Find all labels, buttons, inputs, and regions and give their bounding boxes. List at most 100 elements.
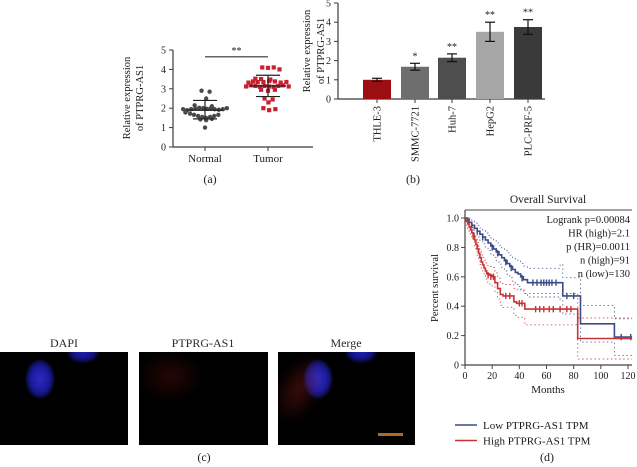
- b-bar-smmc-7721: [401, 66, 429, 99]
- a-tumor-point: [286, 84, 291, 89]
- d-confidence-band: [465, 217, 633, 319]
- a-tumor-point: [278, 80, 283, 85]
- d-annotation: Logrank p=0.00084: [547, 215, 631, 226]
- a-tumor-point: [253, 76, 258, 81]
- b-x-category-label: SMMC-7721: [411, 106, 422, 162]
- d-x-tick-label: 40: [514, 371, 524, 382]
- a-normal-point: [183, 110, 188, 115]
- a-tumor-point: [284, 79, 289, 85]
- b-x-category-label: HepG2: [486, 106, 497, 136]
- scale-bar: [378, 433, 403, 436]
- a-tumor-point: [266, 100, 271, 105]
- a-tumor-point: [260, 65, 265, 70]
- a-tumor-point: [255, 79, 260, 85]
- a-normal-point: [195, 113, 201, 119]
- b-y-tick-label: 1: [326, 75, 331, 86]
- a-y-tick-label: 5: [161, 46, 166, 57]
- d-annotation: p (HR)=0.0011: [566, 242, 630, 253]
- b-y-tick-label: 5: [326, 0, 331, 10]
- a-normal-point: [202, 125, 208, 130]
- b-x-category-label: THLE-3: [373, 106, 384, 142]
- a-tumor-point: [262, 96, 267, 101]
- d-x-tick-label: 20: [487, 371, 497, 382]
- a-tumor-point: [257, 84, 263, 89]
- a-normal-point: [200, 106, 206, 111]
- a-tumor-point: [265, 65, 271, 70]
- panel-a-scatter-chart: 0 1 2 3 4 5 Relative expression of PTPRG-AS1 Nor…: [100, 25, 315, 190]
- a-tumor-point: [261, 79, 266, 85]
- d-y-tick-label: 0.8: [447, 243, 460, 254]
- a-x-category-label: Normal: [188, 153, 222, 165]
- d-x-tick-label: 80: [569, 371, 579, 382]
- a-tumor-point: [246, 80, 251, 85]
- micro-image-ptprg-as1: [139, 352, 268, 445]
- a-x-category-label: Tumor: [253, 153, 283, 165]
- d-confidence-band: [465, 217, 633, 320]
- d-annotation: n (low)=130: [578, 269, 630, 280]
- a-y-axis-label: Relative expression of PTPRG-AS1: [122, 56, 146, 139]
- a-y-tick-label: 4: [161, 65, 166, 76]
- panel-b-caption: (b): [406, 172, 420, 186]
- micro-image-dapi: [0, 352, 128, 445]
- merge-nucleus-blob: [304, 360, 332, 398]
- d-x-tick-label: 0: [463, 371, 468, 382]
- micro-label-dapi: DAPI: [49, 336, 78, 350]
- d-title: Overall Survival: [510, 194, 586, 206]
- panel-a-caption: (a): [203, 172, 217, 186]
- b-x-category-label: PLC-PRF-5: [524, 106, 535, 156]
- b-x-category-label: Huh-7: [448, 106, 459, 133]
- dapi-nucleus-blob: [26, 360, 54, 398]
- a-tumor-point: [271, 65, 276, 70]
- d-legend-label: High PTPRG-AS1 TPM: [483, 435, 591, 447]
- ptprg-faint-red-signal: [139, 352, 201, 400]
- km-plot-svg: Overall Survival 0 0.2 0.4 0.6 0.8 1.0 0 20 40 60 8…: [430, 194, 635, 447]
- b-y-tick-label: 4: [326, 18, 331, 29]
- a-normal-point: [203, 96, 209, 101]
- a-normal-point: [207, 89, 212, 94]
- a-tumor-point: [272, 79, 277, 84]
- bar-chart-svg: 0 1 2 3 4 5 Relative expression of PTPRG-AS1 THL…: [302, 0, 545, 162]
- a-normal-point: [187, 111, 193, 116]
- panel-c-caption: (c): [197, 450, 211, 464]
- panel-d-caption: (d): [540, 450, 554, 464]
- a-y-tick-label: 1: [161, 123, 166, 134]
- a-normal-point: [191, 112, 197, 117]
- b-significance-label: **: [485, 10, 495, 21]
- b-y-axis-label: of PTPRG-AS1: [316, 18, 327, 84]
- a-tumor-point: [272, 87, 277, 92]
- a-normal-point: [199, 88, 204, 93]
- scatter-plot-svg: 0 1 2 3 4 5 Relative expression of PTPRG-AS1 Nor…: [122, 46, 313, 165]
- a-normal-point: [224, 106, 230, 111]
- a-y-tick-label: 0: [161, 143, 166, 154]
- d-y-axis-label: Percent survival: [430, 254, 441, 322]
- a-normal-point: [197, 105, 202, 111]
- a-normal-point: [180, 106, 186, 112]
- a-tumor-point: [259, 87, 264, 92]
- b-significance-label: **: [447, 42, 457, 53]
- d-annotation: n (high)=91: [580, 256, 630, 267]
- b-y-axis-label: Relative expression: [302, 9, 313, 92]
- a-tumor-point: [250, 79, 256, 84]
- a-normal-point: [192, 103, 197, 108]
- a-tumor-point: [261, 106, 266, 111]
- a-tumor-point: [259, 77, 264, 82]
- a-tumor-point: [244, 84, 249, 89]
- d-x-axis-label: Months: [531, 384, 565, 396]
- d-x-tick-label: 120: [620, 371, 635, 382]
- micro-label-ptprg-as1: PTPRG-AS1: [171, 336, 235, 350]
- d-survival-curve: [465, 217, 633, 340]
- b-y-tick-label: 0: [326, 95, 331, 106]
- b-significance-label: *: [413, 51, 418, 62]
- a-normal-point: [216, 112, 221, 117]
- d-y-tick-label: 0: [454, 361, 459, 372]
- a-tumor-point: [270, 97, 275, 102]
- a-tumor-point: [271, 84, 276, 89]
- panel-d-survival-chart: Overall Survival 0 0.2 0.4 0.6 0.8 1.0 0 20 40 60 8…: [430, 193, 637, 448]
- d-x-tick-label: 100: [593, 371, 608, 382]
- b-y-tick-label: 2: [326, 56, 331, 67]
- b-bar-hepg2: [476, 31, 504, 99]
- merge-top-nucleus-blob: [346, 352, 376, 362]
- d-y-tick-label: 0.4: [447, 302, 460, 313]
- d-annotation: HR (high)=2.1: [568, 229, 630, 240]
